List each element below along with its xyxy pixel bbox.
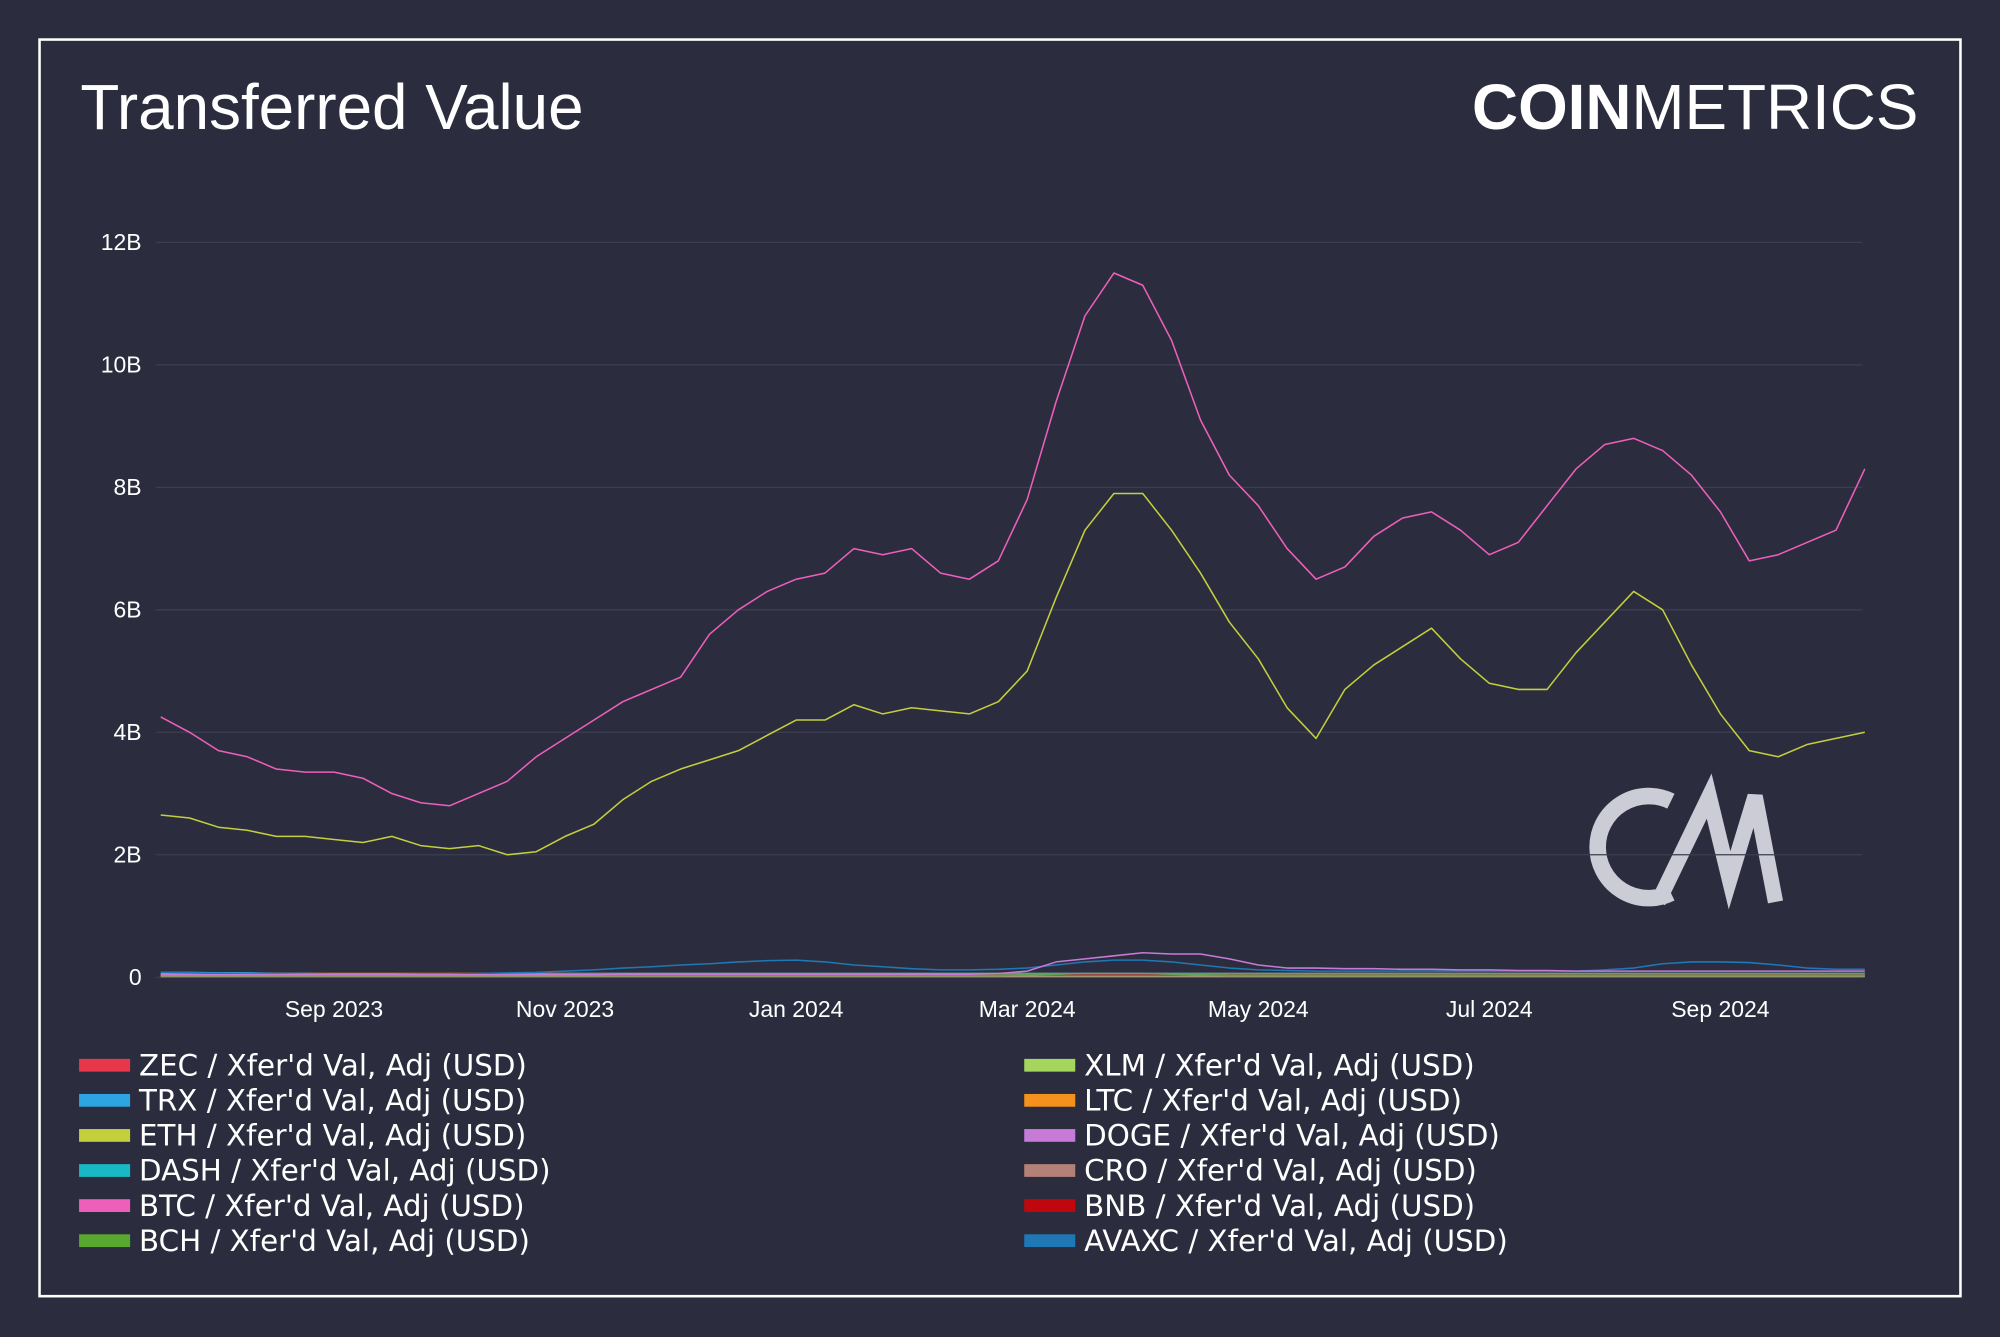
legend-label: DASH / Xfer'd Val, Adj (USD) [139,1154,551,1188]
watermark-m [1651,773,1784,910]
legend-swatch [1024,1129,1076,1142]
series-line [160,951,1865,976]
x-tick-label: Sep 2024 [1671,996,1770,1022]
legend-label: BCH / Xfer'd Val, Adj (USD) [139,1224,530,1258]
legend-label: ETH / Xfer'd Val, Adj (USD) [139,1119,526,1153]
lines [160,272,1866,978]
brand-bold: COIN [1472,71,1631,143]
legend-label: DOGE / Xfer'd Val, Adj (USD) [1084,1119,1500,1153]
legend-swatch [1024,1199,1076,1212]
x-tick-label: Jul 2024 [1446,996,1533,1022]
x-tick-label: Jan 2024 [749,996,844,1022]
frame [38,38,1962,1298]
legend-label: BNB / Xfer'd Val, Adj (USD) [1084,1189,1475,1223]
series-line [160,492,1865,856]
legend-label: LTC / Xfer'd Val, Adj (USD) [1084,1084,1462,1118]
legend-swatch [1024,1058,1076,1072]
y-tick-label: 0 [129,964,142,990]
chart-title: Transferred Value [80,71,583,143]
x-tick-label: May 2024 [1208,996,1309,1022]
x-tick-label: Sep 2023 [285,996,383,1022]
legend-swatch [79,1164,131,1177]
watermark [1589,773,1784,910]
legend-label: XLM / Xfer'd Val, Adj (USD) [1084,1048,1474,1082]
y-tick-label: 10B [101,352,142,378]
brand-logo: COINMETRICS [1472,71,1918,143]
x-tick-label: Nov 2023 [516,996,614,1022]
legend-label: TRX / Xfer'd Val, Adj (USD) [138,1084,526,1118]
watermark-c [1589,787,1675,907]
y-tick-label: 4B [114,719,142,745]
legend-swatch [79,1058,131,1072]
legend-label: BTC / Xfer'd Val, Adj (USD) [139,1189,525,1223]
series-line [160,272,1866,807]
brand-light: METRICS [1631,71,1918,143]
y-tick-label: 2B [114,841,142,867]
legend-label: CRO / Xfer'd Val, Adj (USD) [1084,1154,1477,1188]
y-tick-label: 12B [101,229,142,255]
y-tick-label: 8B [114,474,142,500]
legend-swatch [1024,1093,1076,1107]
legend-label: AVAXC / Xfer'd Val, Adj (USD) [1084,1224,1508,1258]
legend-swatch [79,1199,131,1212]
legend-label: ZEC / Xfer'd Val, Adj (USD) [139,1048,527,1082]
x-tick-label: Mar 2024 [979,996,1076,1022]
grid: 0 2B 4B 6B 8B 10B 12B Sep 2023 Nov 2023 Jan 2024 M… [101,229,1863,1022]
legend-swatch [79,1093,131,1107]
legend-swatch [1024,1164,1076,1177]
legend: ZEC / Xfer'd Val, Adj (USD)TRX / Xfer'd … [79,1048,1508,1258]
legend-swatch [1024,1234,1076,1248]
legend-swatch [79,1129,131,1142]
y-tick-label: 6B [114,596,142,622]
legend-swatch [79,1234,131,1248]
